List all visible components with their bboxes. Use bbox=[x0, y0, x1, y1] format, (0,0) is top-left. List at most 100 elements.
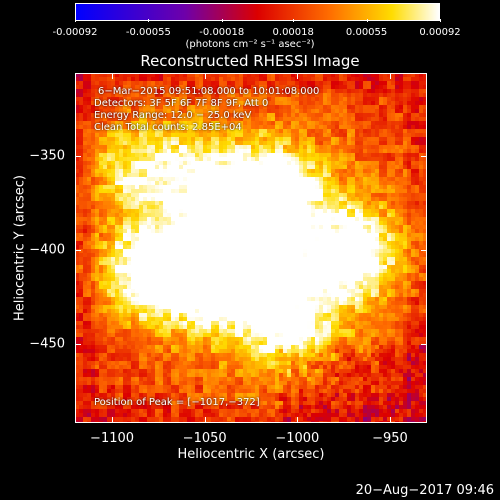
heatmap-cell bbox=[139, 193, 143, 197]
heatmap-cell bbox=[307, 121, 311, 125]
heatmap-cell bbox=[415, 77, 419, 81]
heatmap-cell bbox=[307, 289, 311, 293]
heatmap-cell bbox=[211, 221, 215, 225]
heatmap-cell bbox=[103, 125, 107, 129]
heatmap-cell bbox=[175, 237, 179, 241]
heatmap-cell bbox=[335, 285, 339, 289]
heatmap-cell bbox=[411, 225, 415, 229]
heatmap-cell bbox=[235, 153, 239, 157]
heatmap-cell bbox=[339, 137, 343, 141]
heatmap-cell bbox=[191, 297, 195, 301]
heatmap-cell bbox=[167, 145, 171, 149]
heatmap-cell bbox=[371, 157, 375, 161]
heatmap-cell bbox=[403, 153, 407, 157]
heatmap-cell bbox=[239, 221, 243, 225]
heatmap-cell bbox=[239, 81, 243, 85]
heatmap-cell bbox=[375, 181, 379, 185]
heatmap-cell bbox=[347, 169, 351, 173]
heatmap-cell bbox=[379, 197, 383, 201]
heatmap-cell bbox=[283, 181, 287, 185]
heatmap-cell bbox=[259, 201, 263, 205]
heatmap-cell bbox=[319, 161, 323, 165]
heatmap-cell bbox=[195, 89, 199, 93]
heatmap-cell bbox=[291, 181, 295, 185]
heatmap-cell bbox=[275, 201, 279, 205]
heatmap-cell bbox=[131, 101, 135, 105]
heatmap-cell bbox=[163, 293, 167, 297]
heatmap-cell bbox=[407, 137, 411, 141]
heatmap-cell bbox=[271, 149, 275, 153]
heatmap-cell bbox=[419, 237, 423, 241]
heatmap-cell bbox=[319, 205, 323, 209]
heatmap-cell bbox=[375, 145, 379, 149]
heatmap-cell bbox=[135, 249, 139, 253]
heatmap-cell bbox=[187, 205, 191, 209]
heatmap-cell bbox=[383, 249, 387, 253]
heatmap-cell bbox=[87, 145, 91, 149]
heatmap-cell bbox=[323, 205, 327, 209]
heatmap-cell bbox=[275, 289, 279, 293]
heatmap-cell bbox=[79, 165, 83, 169]
heatmap-cell bbox=[367, 105, 371, 109]
heatmap-cell bbox=[75, 133, 79, 137]
heatmap-cell bbox=[115, 289, 119, 293]
heatmap-cell bbox=[287, 85, 291, 89]
heatmap-cell bbox=[423, 289, 427, 293]
heatmap-cell bbox=[403, 85, 407, 89]
heatmap-cell bbox=[111, 265, 115, 269]
heatmap-cell bbox=[275, 173, 279, 177]
heatmap-cell bbox=[347, 289, 351, 293]
heatmap-cell bbox=[107, 141, 111, 145]
heatmap-cell bbox=[147, 293, 151, 297]
heatmap-cell bbox=[263, 213, 267, 217]
heatmap-cell bbox=[323, 185, 327, 189]
heatmap-cell bbox=[403, 81, 407, 85]
heatmap-cell bbox=[135, 181, 139, 185]
heatmap-cell bbox=[163, 177, 167, 181]
heatmap-cell bbox=[139, 73, 143, 77]
heatmap-cell bbox=[183, 273, 187, 277]
heatmap-cell bbox=[267, 241, 271, 245]
heatmap-cell bbox=[135, 125, 139, 129]
heatmap-cell bbox=[179, 93, 183, 97]
heatmap-cell bbox=[211, 217, 215, 221]
heatmap-cell bbox=[175, 241, 179, 245]
heatmap-cell bbox=[207, 193, 211, 197]
heatmap-cell bbox=[123, 225, 127, 229]
heatmap-cell bbox=[411, 173, 415, 177]
heatmap-cell bbox=[331, 149, 335, 153]
heatmap-cell bbox=[355, 213, 359, 217]
heatmap-cell bbox=[179, 157, 183, 161]
heatmap-cell bbox=[375, 113, 379, 117]
heatmap-cell bbox=[215, 173, 219, 177]
heatmap-cell bbox=[415, 97, 419, 101]
heatmap-cell bbox=[223, 77, 227, 81]
heatmap-cell bbox=[395, 169, 399, 173]
heatmap-cell bbox=[407, 193, 411, 197]
heatmap-cell bbox=[355, 101, 359, 105]
heatmap-cell bbox=[347, 137, 351, 141]
heatmap-cell bbox=[147, 121, 151, 125]
heatmap-cell bbox=[91, 101, 95, 105]
heatmap-cell bbox=[147, 201, 151, 205]
heatmap-cell bbox=[235, 113, 239, 117]
heatmap-cell bbox=[223, 185, 227, 189]
heatmap-cell bbox=[303, 201, 307, 205]
heatmap-cell bbox=[203, 145, 207, 149]
heatmap-cell bbox=[155, 229, 159, 233]
heatmap-cell bbox=[359, 141, 363, 145]
heatmap-cell bbox=[203, 129, 207, 133]
heatmap-cell bbox=[247, 261, 251, 265]
heatmap-cell bbox=[115, 209, 119, 213]
heatmap-cell bbox=[271, 157, 275, 161]
heatmap-cell bbox=[403, 229, 407, 233]
heatmap-cell bbox=[315, 225, 319, 229]
heatmap-cell bbox=[139, 189, 143, 193]
heatmap-cell bbox=[207, 73, 211, 77]
heatmap-cell bbox=[115, 233, 119, 237]
heatmap-cell bbox=[231, 237, 235, 241]
heatmap-cell bbox=[107, 293, 111, 297]
heatmap-cell bbox=[75, 157, 79, 161]
heatmap-cell bbox=[383, 277, 387, 281]
heatmap-cell bbox=[239, 233, 243, 237]
